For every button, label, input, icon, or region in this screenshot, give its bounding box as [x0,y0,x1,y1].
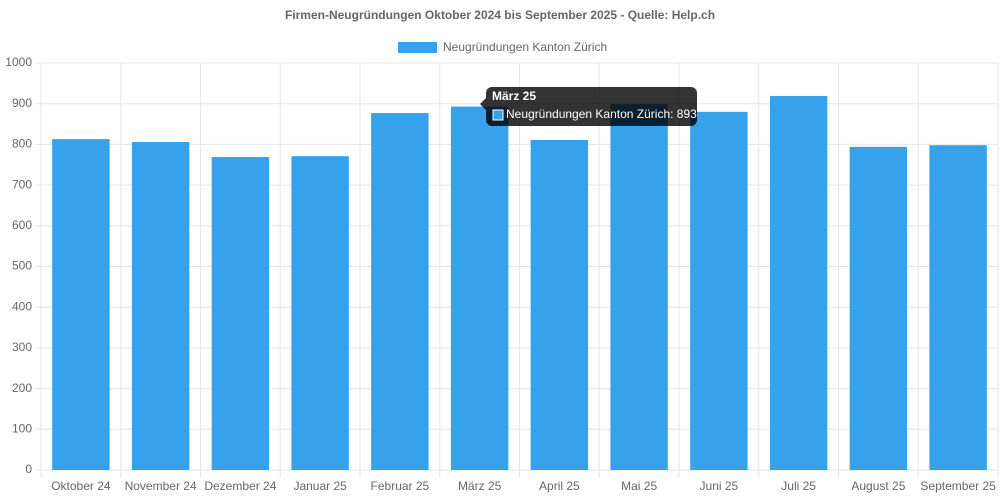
legend-swatch [398,42,437,53]
bar [769,95,828,470]
tooltip-swatch [492,109,504,121]
chart-title: Firmen-Neugründungen Oktober 2024 bis Se… [285,8,715,22]
x-tick-label: November 24 [125,479,197,493]
x-tick-label: August 25 [851,479,905,493]
x-tick-label: Juni 25 [700,479,739,493]
bar [929,145,987,471]
y-tick-label: 500 [12,259,32,273]
y-tick-label: 0 [25,462,32,476]
x-tick-label: März 25 [458,479,502,493]
y-tick-label: 900 [12,96,32,110]
tooltip: März 25 Neugründungen Kanton Zürich: 893 [480,87,697,126]
y-tick-label: 100 [12,421,32,435]
bar [211,157,270,470]
bar [371,113,429,470]
x-tick-label: September 25 [920,479,996,493]
x-tick-label: Oktober 24 [51,479,111,493]
y-tick-label: 800 [12,137,32,151]
bar [291,156,349,470]
bar [450,106,509,470]
bar [52,139,110,470]
bar [849,146,908,471]
bar [131,141,190,470]
tooltip-title: März 25 [492,89,536,103]
tooltip-box [486,87,697,126]
x-tick-label: Mai 25 [621,479,657,493]
y-tick-label: 1000 [5,55,32,69]
y-tick-label: 400 [12,299,32,313]
x-tick-label: Februar 25 [371,479,430,493]
x-tick-label: Dezember 24 [204,479,276,493]
x-tick-label: Januar 25 [293,479,347,493]
legend-label: Neugründungen Kanton Zürich [443,40,607,54]
bar [610,104,668,471]
y-tick-label: 300 [12,340,32,354]
y-tick-label: 700 [12,177,32,191]
x-tick-label: April 25 [539,479,580,493]
bar [530,139,589,470]
bar [690,111,748,470]
tooltip-label: Neugründungen Kanton Zürich: 893 [506,107,697,121]
y-tick-label: 600 [12,218,32,232]
y-tick-label: 200 [12,381,32,395]
tooltip-caret [480,98,486,110]
x-tick-label: Juli 25 [781,479,816,493]
